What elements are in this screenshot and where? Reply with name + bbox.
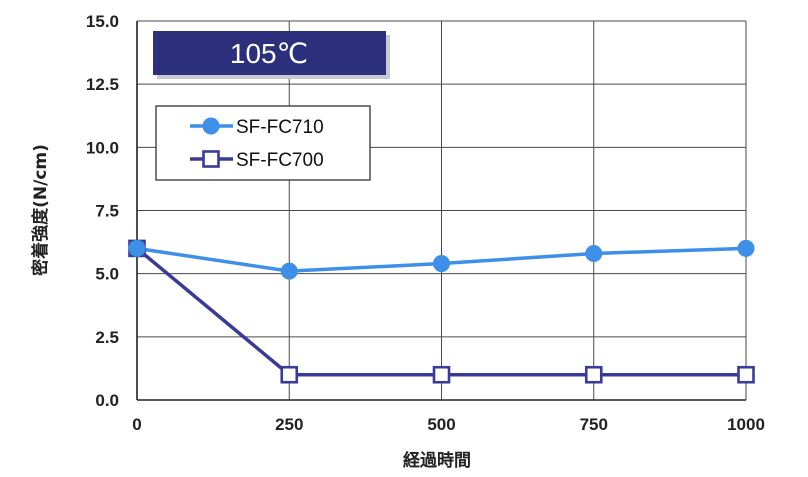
y-tick-label-1: 2.5 — [95, 328, 119, 347]
x-tick-label-0: 0 — [132, 415, 141, 434]
series-0-point-0 — [128, 239, 146, 257]
series-1-point-4 — [737, 365, 755, 384]
legend: SF-FC710 SF-FC700 — [155, 105, 371, 181]
x-tick-label-2: 500 — [427, 415, 455, 434]
y-tick-label-0: 0.0 — [95, 391, 119, 410]
y-tick-label-5: 12.5 — [86, 75, 119, 94]
series-0-point-4 — [737, 239, 755, 257]
series-1-point-2 — [432, 365, 451, 384]
legend-marker-1 — [202, 150, 220, 168]
series-0-point-3 — [585, 244, 603, 262]
x-tick-label-1: 250 — [275, 415, 303, 434]
grid — [136, 20, 747, 401]
x-axis-title: 経過時間 — [403, 450, 471, 471]
chart-title: 105℃ — [230, 38, 308, 69]
series-1-point-3 — [584, 365, 603, 384]
x-tick-labels: 0 250 500 750 1000 — [132, 415, 765, 434]
series-0-point-1 — [280, 262, 298, 280]
legend-marker-0 — [202, 117, 220, 135]
legend-label-0: SF-FC710 — [236, 117, 324, 138]
series-layer — [128, 239, 755, 384]
x-tick-label-3: 750 — [580, 415, 608, 434]
x-tick-label-4: 1000 — [727, 415, 765, 434]
series-0-point-2 — [433, 255, 450, 273]
title-badge: 105℃ — [153, 31, 390, 79]
y-tick-label-6: 15.0 — [86, 12, 119, 31]
series-1-point-1 — [280, 365, 299, 384]
y-tick-label-3: 7.5 — [95, 202, 119, 221]
y-tick-label-4: 10.0 — [86, 138, 119, 157]
y-tick-label-2: 5.0 — [95, 265, 119, 284]
legend-label-1: SF-FC700 — [236, 150, 324, 171]
y-tick-labels: 0.0 2.5 5.0 7.5 10.0 12.5 15.0 — [86, 12, 119, 410]
y-axis-title: 密着強度(N/cm) — [30, 144, 51, 276]
